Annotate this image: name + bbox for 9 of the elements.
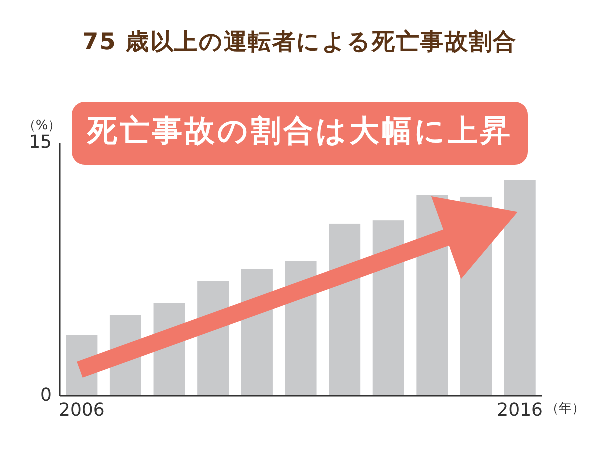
x-tick-label: 2006 xyxy=(59,400,105,421)
bar xyxy=(504,180,536,396)
annotation: 死亡事故の割合は大幅に上昇 xyxy=(86,114,513,150)
chart-title: 75 歳以上の運転者による死亡事故割合 xyxy=(82,28,518,56)
y-tick-label: 15 xyxy=(29,132,52,153)
x-axis-title: （年） xyxy=(546,402,585,417)
y-axis-title: （%） xyxy=(22,118,62,134)
x-tick-label: 2016 xyxy=(497,400,543,421)
y-tick-label: 0 xyxy=(40,384,52,406)
